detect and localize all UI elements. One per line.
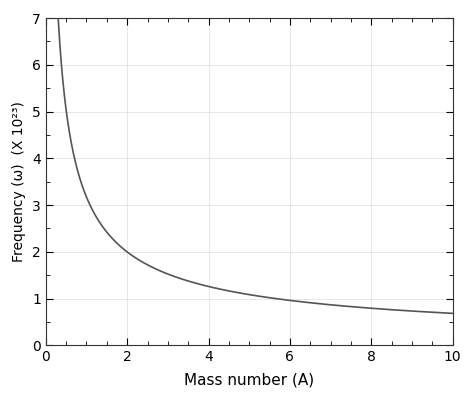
- Y-axis label: Frequency (ω)  (X 10²³): Frequency (ω) (X 10²³): [12, 101, 27, 262]
- X-axis label: Mass number (A): Mass number (A): [184, 372, 314, 388]
